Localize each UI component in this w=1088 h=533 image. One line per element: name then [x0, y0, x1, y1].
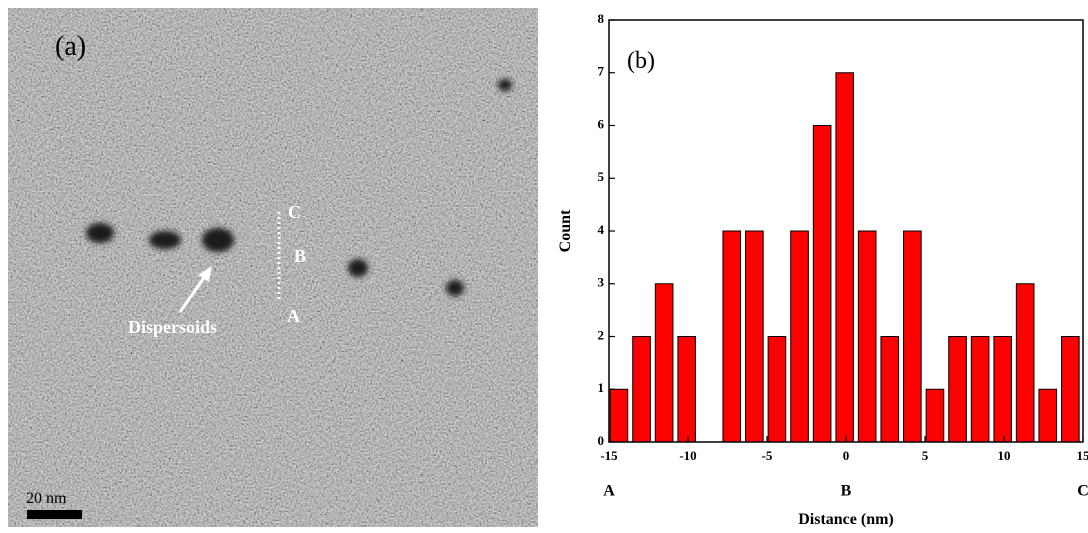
bar: [632, 336, 651, 443]
arrow-head: [198, 266, 212, 282]
marker: B: [294, 246, 306, 266]
bar: [857, 230, 877, 443]
scale-bar: [27, 510, 82, 519]
bar: [1015, 283, 1035, 443]
y-tick-label: 5: [598, 169, 605, 184]
x-tick-label: -5: [762, 448, 773, 463]
x-tick-label: 5: [922, 448, 929, 463]
image-texture: [8, 8, 538, 527]
bar: [654, 283, 674, 443]
panel-label: (b): [627, 48, 655, 74]
x-tick-label: 15: [1077, 448, 1088, 463]
y-tick-label: 0: [598, 433, 605, 448]
bar: [722, 230, 742, 443]
marker: C: [288, 202, 301, 222]
y-tick-label: 2: [598, 327, 605, 342]
bar: [835, 72, 854, 443]
x-tick-label: -10: [679, 448, 696, 463]
bar: [880, 336, 900, 443]
bar: [993, 336, 1012, 443]
particles: [86, 79, 512, 296]
y-tick-label: 6: [598, 116, 605, 131]
y-tick-label: 3: [598, 275, 605, 290]
bar: [609, 388, 629, 443]
y-tick-label: 8: [598, 11, 605, 26]
x-tick-label: 0: [843, 448, 850, 463]
y-axis-label: Count: [557, 209, 574, 252]
panel-label: (a): [55, 31, 86, 62]
bar: [677, 336, 696, 443]
bar: [812, 125, 832, 443]
bar: [745, 230, 764, 443]
x-axis-label: Distance (nm): [798, 511, 894, 528]
bar: [903, 230, 922, 443]
x-tick-label: -15: [600, 448, 618, 463]
annotation: Dispersoids: [128, 317, 217, 337]
bar: [948, 336, 967, 443]
y-tick-label: 1: [598, 380, 605, 395]
x-marker-label: A: [603, 483, 615, 500]
y-tick-label: 7: [598, 64, 605, 79]
micrograph: (a) C B A Dispersoids 20 nm: [8, 8, 538, 527]
marker: A: [287, 306, 300, 326]
x-marker-label: C: [1077, 483, 1088, 500]
x-marker-label: B: [841, 483, 852, 500]
x-tick-label: 10: [998, 448, 1011, 463]
bar: [925, 388, 945, 443]
bar: [1038, 388, 1058, 443]
scale-label: 20 nm: [26, 490, 67, 507]
bar: [1061, 336, 1080, 443]
histogram: 0 1 2 3 4 5 6 7 8 -15 -10 -5 0 5 10 15 A B C (b) Distance (n…: [557, 11, 1088, 528]
arrow-shaft: [178, 271, 210, 313]
bar: [767, 336, 787, 443]
bar: [970, 336, 990, 443]
y-tick-label: 4: [598, 222, 605, 237]
bar: [790, 230, 809, 443]
